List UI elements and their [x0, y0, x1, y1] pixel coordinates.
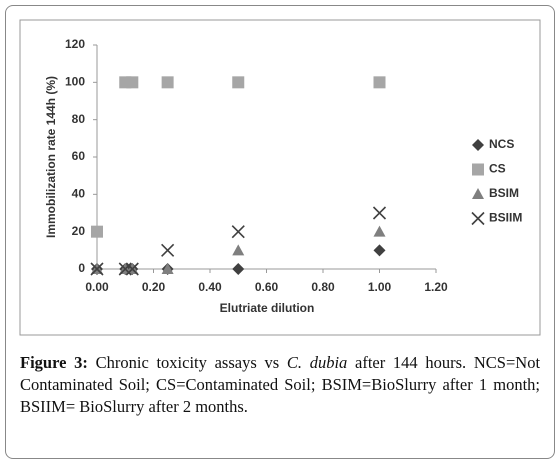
x-axis-title: Elutriate dilution [220, 301, 315, 315]
legend-marker [472, 139, 484, 151]
legend-label: CS [489, 162, 506, 176]
y-tick-label: 80 [72, 112, 86, 126]
y-tick-label: 40 [72, 187, 86, 201]
point [373, 225, 386, 237]
point [161, 263, 174, 274]
x-tick-label: 0.20 [142, 280, 166, 294]
legend-marker [471, 211, 485, 226]
legend-marker [472, 188, 484, 199]
caption-species: C. dubia [286, 353, 348, 372]
point [232, 263, 245, 275]
caption-text: Chronic toxicity assays vs [95, 353, 280, 372]
point [91, 225, 103, 238]
y-axis-title: Immobilization rate 144h (%) [44, 76, 58, 238]
caption: Figure 3: Chronic toxicity assays vs C. … [20, 352, 540, 418]
y-tick-label: 0 [78, 261, 85, 275]
point [232, 244, 245, 256]
point [161, 76, 174, 89]
legend-label: NCS [489, 137, 514, 151]
chart: Elutriate dilution Immobilization rate 1… [19, 19, 541, 336]
chart-border [19, 19, 541, 336]
legend-label: BSIM [489, 186, 519, 200]
point [372, 206, 387, 220]
y-tick-label: 20 [72, 224, 86, 238]
point [232, 76, 245, 89]
y-tick-label: 120 [65, 37, 85, 51]
caption-text: after 144 hours. NCS=Not Contaminated So… [20, 353, 541, 416]
point [126, 76, 139, 89]
x-tick-label: 0.00 [85, 280, 109, 294]
x-tick-label: 1.00 [368, 280, 392, 294]
point [373, 76, 386, 89]
point [125, 262, 139, 276]
caption-label: Figure 3: [20, 353, 88, 372]
legend-marker [472, 163, 484, 176]
point [161, 243, 175, 257]
point [231, 225, 245, 239]
x-tick-label: 1.20 [424, 280, 448, 294]
figure-frame [5, 5, 555, 459]
point [373, 244, 386, 257]
point [90, 262, 104, 276]
y-tick-label: 100 [65, 75, 85, 89]
x-tick-label: 0.80 [311, 280, 335, 294]
y-tick-label: 60 [72, 149, 86, 163]
legend-label: BSIIM [489, 211, 522, 225]
x-tick-label: 0.60 [255, 280, 279, 294]
x-tick-label: 0.40 [198, 280, 222, 294]
